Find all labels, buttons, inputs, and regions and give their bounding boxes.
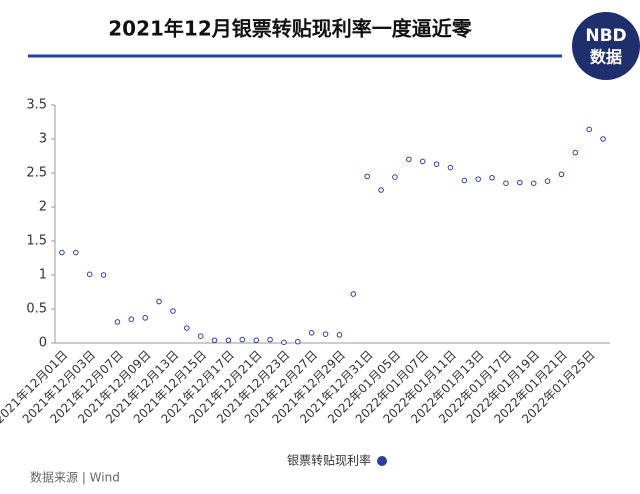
y-tick-label: 1.5: [26, 234, 47, 249]
point: [253, 337, 259, 344]
point: [295, 338, 301, 345]
point: [433, 161, 440, 167]
logo-text: 数据: [590, 48, 622, 67]
y-tick-label: 0: [39, 336, 47, 351]
point: [114, 319, 121, 325]
y-tick-label: 3: [39, 132, 47, 147]
point: [406, 156, 412, 163]
point: [128, 316, 135, 323]
point: [530, 180, 537, 186]
point: [197, 333, 204, 340]
point: [86, 271, 93, 278]
legend-label: 银票转贴现利率: [287, 453, 371, 468]
point: [475, 176, 481, 182]
y-tick-label: 1: [39, 268, 47, 283]
point: [336, 332, 343, 338]
legend-swatch: [377, 456, 387, 466]
point: [73, 249, 79, 256]
point: [378, 187, 384, 193]
y-tick-label: 2: [39, 200, 47, 215]
point: [281, 339, 287, 346]
point: [517, 179, 523, 186]
point: [59, 249, 65, 256]
point: [156, 298, 162, 305]
point: [572, 149, 579, 156]
point: [350, 291, 357, 297]
point: [100, 272, 107, 278]
point: [239, 336, 246, 343]
point: [586, 126, 592, 133]
point: [308, 330, 315, 336]
point: [364, 173, 370, 180]
point: [503, 180, 509, 186]
y-tick-label: 2.5: [26, 166, 47, 181]
y-tick-label: 3.5: [26, 98, 47, 113]
point: [489, 174, 495, 181]
logo: [572, 12, 640, 80]
point: [600, 136, 606, 142]
point: [322, 331, 329, 337]
point: [184, 325, 190, 331]
point: [211, 337, 218, 344]
point: [142, 315, 148, 321]
point: [170, 308, 176, 314]
source: 数据来源 | Wind: [30, 470, 120, 485]
point: [558, 171, 565, 178]
point: [225, 337, 232, 344]
point: [392, 174, 398, 180]
chart-title: 2021年12月银票转贴现利率一度逼近零: [108, 17, 472, 41]
logo-text: NBD: [585, 26, 626, 46]
point: [544, 178, 551, 184]
point: [267, 336, 273, 343]
point: [419, 158, 426, 165]
point: [461, 177, 468, 184]
point: [447, 164, 454, 171]
y-tick-label: 0.5: [26, 302, 47, 317]
